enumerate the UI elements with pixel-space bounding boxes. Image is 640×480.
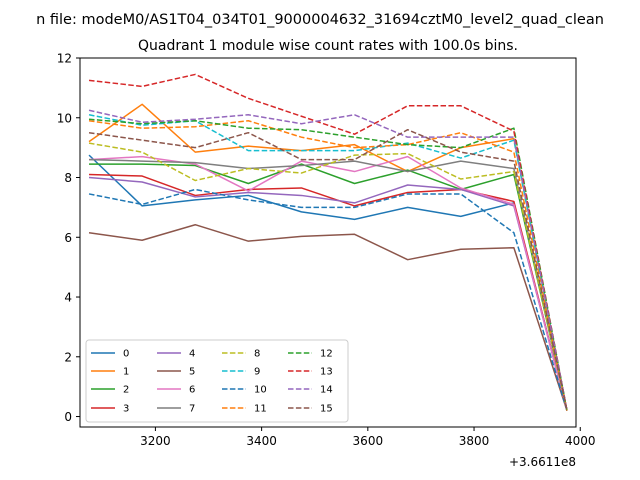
y-tick-label: 2: [64, 350, 72, 364]
legend-label-14: 14: [320, 385, 333, 396]
y-tick-label: 6: [64, 231, 72, 245]
legend-label-2: 2: [123, 385, 129, 396]
x-tick-label: 3800: [459, 434, 490, 448]
legend-label-11: 11: [254, 404, 267, 415]
x-tick-label: 4000: [565, 434, 596, 448]
series-line-2: [89, 163, 568, 411]
y-tick-label: 4: [64, 291, 72, 305]
legend-label-15: 15: [320, 404, 333, 415]
legend-label-8: 8: [254, 349, 260, 360]
series-line-11: [88, 119, 568, 411]
series-line-6: [88, 155, 568, 411]
legend-label-9: 9: [254, 367, 260, 378]
x-tick-label: 3400: [246, 434, 277, 448]
y-tick-label: 8: [64, 171, 72, 185]
series-line-4: [88, 176, 568, 411]
legend-label-10: 10: [254, 385, 267, 396]
series-line-14: [88, 109, 568, 411]
legend-box: [85, 339, 349, 423]
series-layer: [88, 73, 568, 411]
series-line-5: [88, 223, 568, 411]
chart-title: Quadrant 1 module wise count rates with …: [138, 38, 518, 54]
series-line-10: [88, 188, 568, 411]
series-line-8: [88, 142, 568, 411]
series-line-0: [88, 154, 568, 411]
series-line-15: [88, 128, 568, 411]
legend-label-3: 3: [123, 404, 129, 415]
x-tick-label: 3600: [353, 434, 384, 448]
y-tick-label: 0: [64, 410, 72, 424]
legend-label-0: 0: [123, 349, 129, 360]
series-line-13: [88, 73, 568, 411]
legend-label-5: 5: [189, 367, 195, 378]
x-offset-label: +3.6611e8: [509, 455, 576, 469]
y-tick-label: 12: [57, 52, 72, 66]
legend-label-1: 1: [123, 367, 129, 378]
legend-label-6: 6: [189, 385, 195, 396]
legend-label-4: 4: [189, 349, 195, 360]
legend-label-7: 7: [189, 404, 195, 415]
figure-suptitle: n file: modeM0/AS1T04_034T01_9000004632_…: [36, 12, 604, 28]
series-line-12: [88, 118, 568, 411]
legend-label-13: 13: [320, 367, 333, 378]
y-tick-label: 10: [57, 111, 72, 125]
axes-frame: [79, 57, 577, 428]
legend-label-12: 12: [320, 349, 333, 360]
x-tick-label: 3200: [140, 434, 171, 448]
